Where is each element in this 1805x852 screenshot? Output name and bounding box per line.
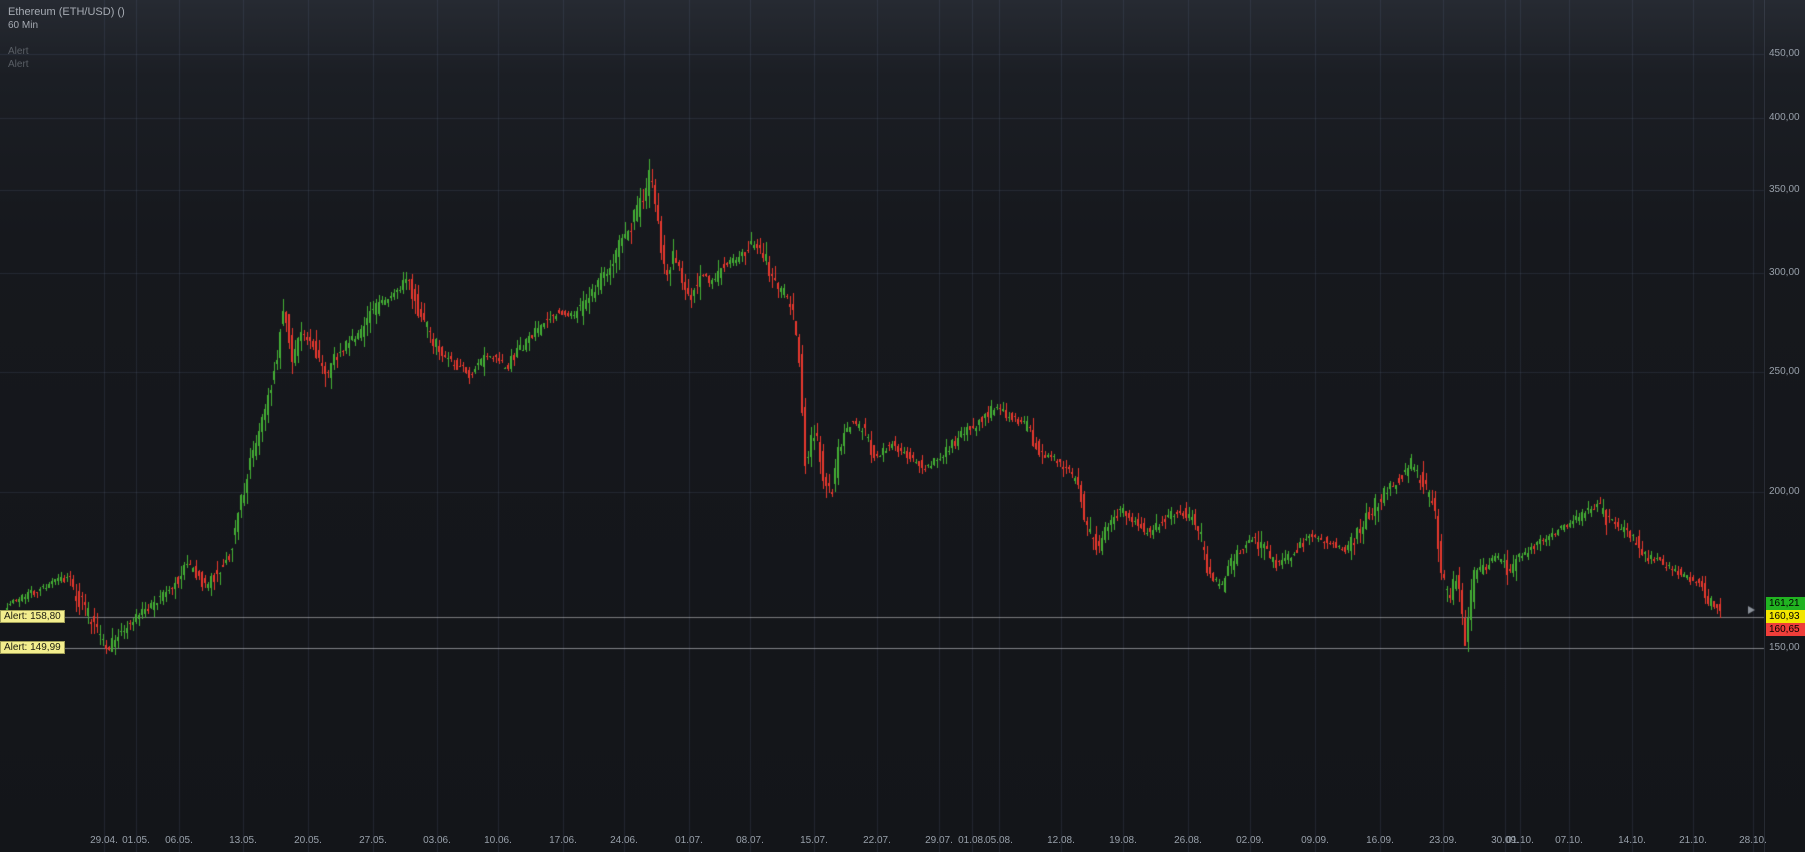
symbol-title: Ethereum (ETH/USD) () <box>8 6 125 18</box>
date-tick-label: 28.10. <box>1739 835 1767 846</box>
ask-price-badge: 161,21 <box>1766 596 1805 610</box>
date-tick-label: 23.09. <box>1429 835 1457 846</box>
date-tick-label: 30.09. <box>1491 835 1519 846</box>
date-tick-label: 13.05. <box>229 835 257 846</box>
price-tick-label: 400,00 <box>1769 111 1800 123</box>
date-tick-label: 01.08. <box>958 835 986 846</box>
price-tick-label: 250,00 <box>1769 365 1800 377</box>
bid-price-badge: 160,65 <box>1766 622 1805 636</box>
date-tick-label: 09.09. <box>1301 835 1329 846</box>
date-tick-label: 29.07. <box>925 835 953 846</box>
price-tick-label: 450,00 <box>1769 48 1800 59</box>
date-tick-label: 24.06. <box>610 835 638 846</box>
date-tick-label: 15.07. <box>800 835 828 846</box>
price-tick-label: 200,00 <box>1769 486 1800 498</box>
date-tick-label: 10.06. <box>484 835 512 846</box>
axis-separator <box>1764 0 1765 852</box>
price-tick-label: 300,00 <box>1769 267 1800 279</box>
date-tick-label: 20.05. <box>294 835 322 846</box>
date-tick-label: 22.07. <box>863 835 891 846</box>
overlay-item-alert-1[interactable]: Alert <box>8 46 29 57</box>
alert-tag[interactable]: Alert: 149,99 <box>0 641 65 655</box>
date-tick-label: 21.10. <box>1679 835 1707 846</box>
date-tick-label: 07.10. <box>1555 835 1583 846</box>
date-tick-label: 27.05. <box>359 835 387 846</box>
date-tick-label: 19.08. <box>1109 835 1137 846</box>
date-tick-label: 17.06. <box>549 835 577 846</box>
date-tick-label: 14.10. <box>1618 835 1646 846</box>
alert-tag[interactable]: Alert: 158,80 <box>0 610 65 624</box>
date-tick-label: 02.09. <box>1236 835 1264 846</box>
date-tick-label: 08.07. <box>736 835 764 846</box>
timeframe-label: 60 Min <box>8 20 39 31</box>
date-tick-label: 12.08. <box>1047 835 1075 846</box>
date-tick-label: 06.05. <box>165 835 193 846</box>
price-tick-label: 350,00 <box>1769 183 1800 195</box>
date-tick-label: 16.09. <box>1366 835 1394 846</box>
date-tick-label: 03.06. <box>423 835 451 846</box>
date-tick-label: 01.07. <box>675 835 703 846</box>
date-tick-label: 01.10. <box>1506 835 1534 846</box>
overlay-item-alert-2[interactable]: Alert <box>8 59 29 70</box>
date-tick-label: 26.08. <box>1174 835 1202 846</box>
date-tick-label: 05.08. <box>985 835 1013 846</box>
date-tick-label: 29.04. <box>90 835 118 846</box>
date-tick-label: 01.05. <box>122 835 150 846</box>
price-tick-label: 150,00 <box>1769 642 1800 654</box>
last-price-badge: 160,93 <box>1766 609 1805 623</box>
